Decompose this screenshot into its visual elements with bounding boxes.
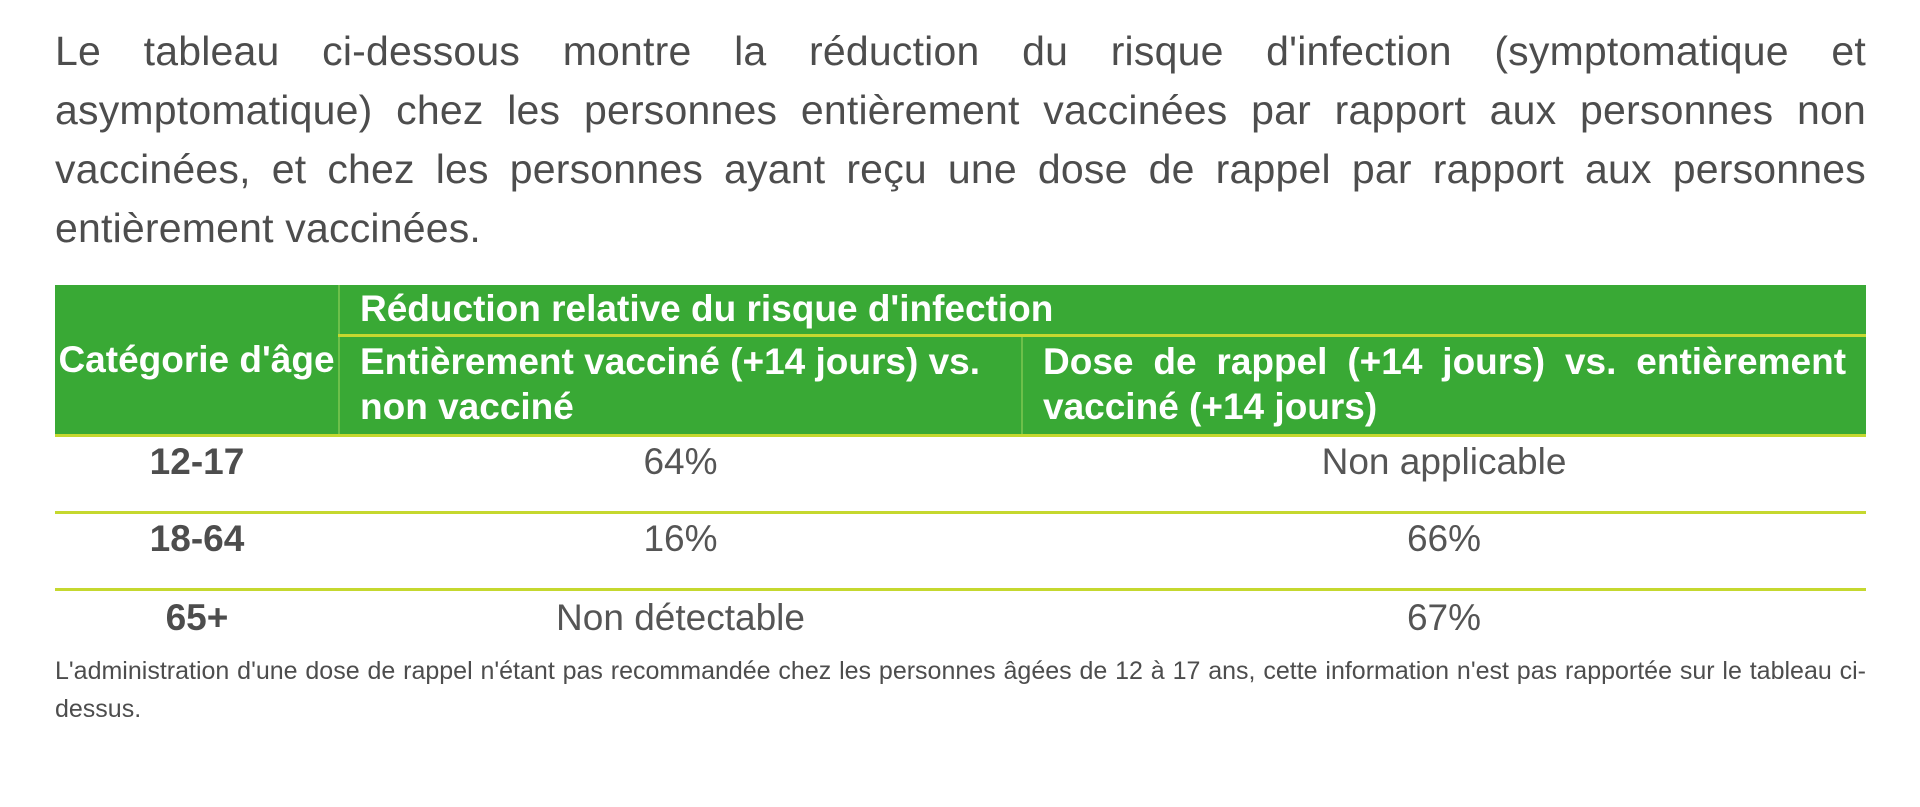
relative-risk-reduction-header: Réduction relative du risque d'infection <box>339 285 1867 337</box>
age-cell: 65+ <box>165 597 229 638</box>
age-category-header: Catégorie d'âge <box>55 285 340 437</box>
table-row: 65+ Non détectable 67% <box>55 590 1866 668</box>
fully-vaccinated-vs-unvaccinated-header: Entièrement vacciné (+14 jours) vs. non … <box>339 335 1023 438</box>
fully-vaccinated-value-cell: Non détectable <box>556 597 805 638</box>
age-cell: 18-64 <box>55 512 339 591</box>
risk-reduction-table: Catégorie d'âge Réduction relative du ri… <box>55 285 1867 668</box>
booster-value-cell: 66% <box>1022 512 1867 591</box>
age-cell: 12-17 <box>55 435 339 514</box>
booster-value-cell: Non applicable <box>1022 435 1867 514</box>
intro-paragraph: Le tableau ci-dessous montre la réductio… <box>55 28 1866 251</box>
table-row: 18-64 16% 66% <box>55 512 1867 591</box>
footnote: L'administration d'une dose de rappel n'… <box>55 657 1866 723</box>
booster-vs-fully-vaccinated-header: Dose de rappel (+14 jours) vs. entièreme… <box>1022 335 1867 438</box>
fully-vaccinated-value-cell: 16% <box>339 512 1022 591</box>
table-header-row-sub: Entièrement vacciné (+14 jours) vs. non … <box>55 335 1867 438</box>
fully-vaccinated-value-cell: 64% <box>339 435 1022 514</box>
table-header-row-group: Catégorie d'âge Réduction relative du ri… <box>55 285 1867 437</box>
booster-value-cell: 67% <box>1406 597 1482 638</box>
table-row: 12-17 64% Non applicable <box>55 435 1867 514</box>
risk-reduction-table-container: Catégorie d'âge Réduction relative du ri… <box>55 285 1867 668</box>
